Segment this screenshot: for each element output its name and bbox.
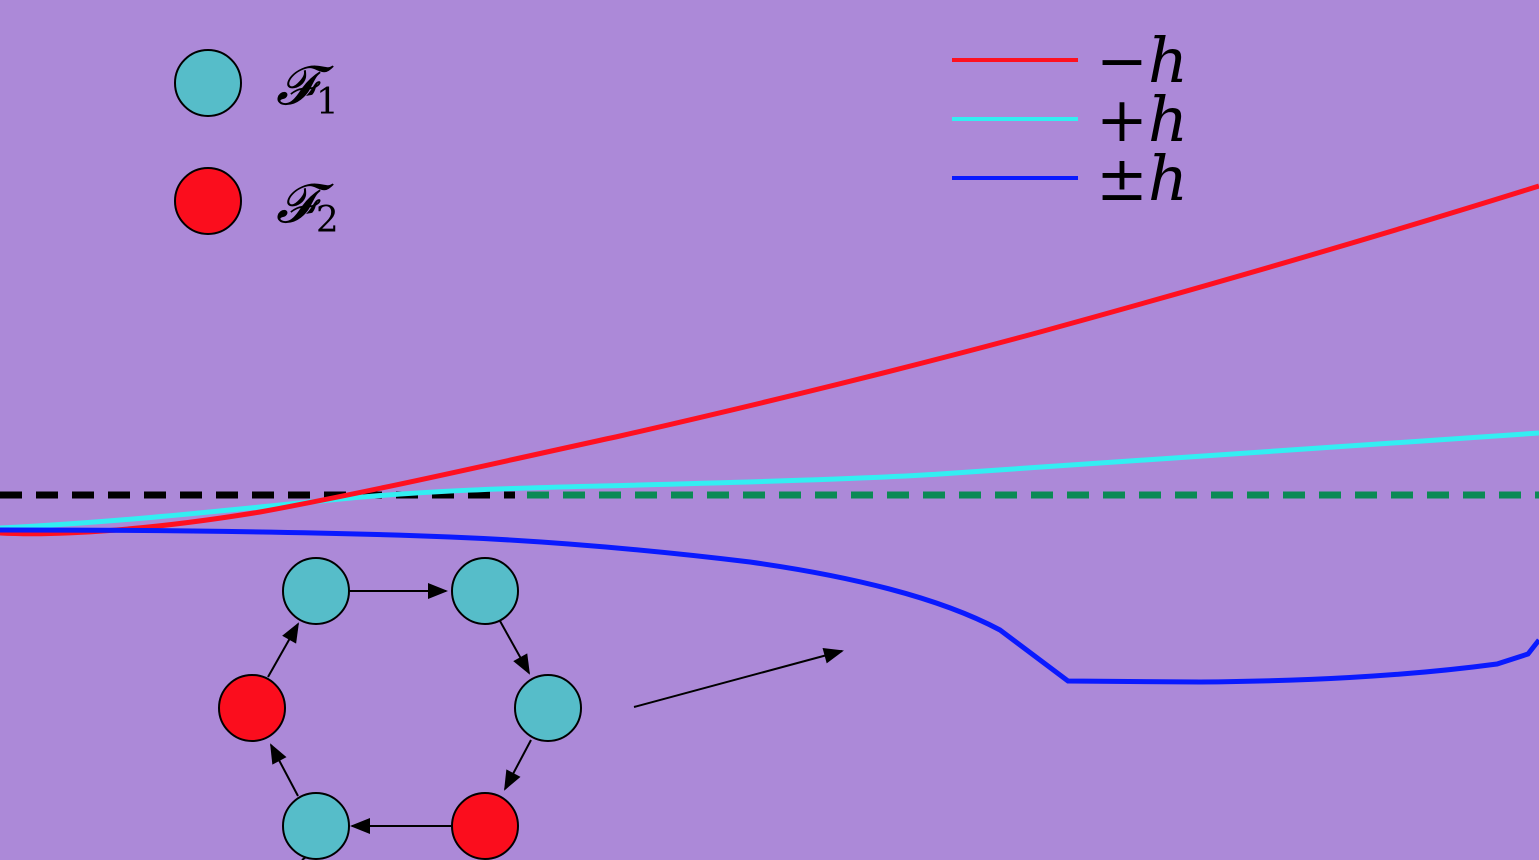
curve-plus-h — [0, 430, 1539, 531]
curve-pm-h — [0, 527, 1539, 685]
legend-label-pm-h: ±h — [1096, 142, 1188, 215]
ring-edge — [499, 620, 530, 675]
legend-f2-subscript: 2 — [316, 200, 339, 241]
line-legend: −h +h ±h — [952, 24, 1188, 215]
pointer-arrow — [633, 647, 844, 708]
legend-label-minus-h: −h — [1096, 24, 1188, 97]
ring-edge — [270, 743, 299, 797]
ring-node-bottom-right — [451, 792, 519, 860]
ring-node-left — [218, 674, 286, 742]
ring-node-right — [514, 674, 582, 742]
legend-label-plus-h: +h — [1096, 83, 1188, 156]
legend-f1-subscript: 1 — [316, 82, 339, 123]
legend-node-f1 — [174, 49, 242, 117]
curve-minus-h — [0, 183, 1539, 537]
ring-node-top-right — [451, 557, 519, 625]
ring-edge — [504, 739, 532, 791]
ring-edge — [267, 622, 299, 678]
ring-node-top-left — [282, 557, 350, 625]
legend-node-f2 — [174, 167, 242, 235]
ring-diagram — [218, 557, 582, 860]
ring-node-bottom-left — [282, 792, 350, 860]
